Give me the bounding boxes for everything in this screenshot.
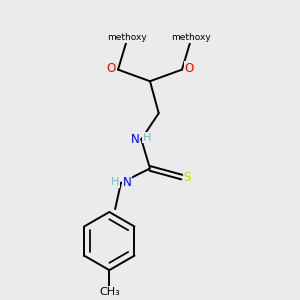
Text: methoxy: methoxy — [171, 33, 211, 42]
Text: H: H — [111, 177, 119, 187]
Text: O: O — [184, 62, 194, 75]
Text: CH₃: CH₃ — [99, 287, 120, 297]
Text: S: S — [184, 171, 191, 184]
Text: methoxy: methoxy — [107, 33, 147, 42]
Text: N: N — [122, 176, 131, 189]
Text: N: N — [131, 133, 140, 146]
Text: H: H — [143, 133, 151, 143]
Text: O: O — [106, 62, 116, 75]
